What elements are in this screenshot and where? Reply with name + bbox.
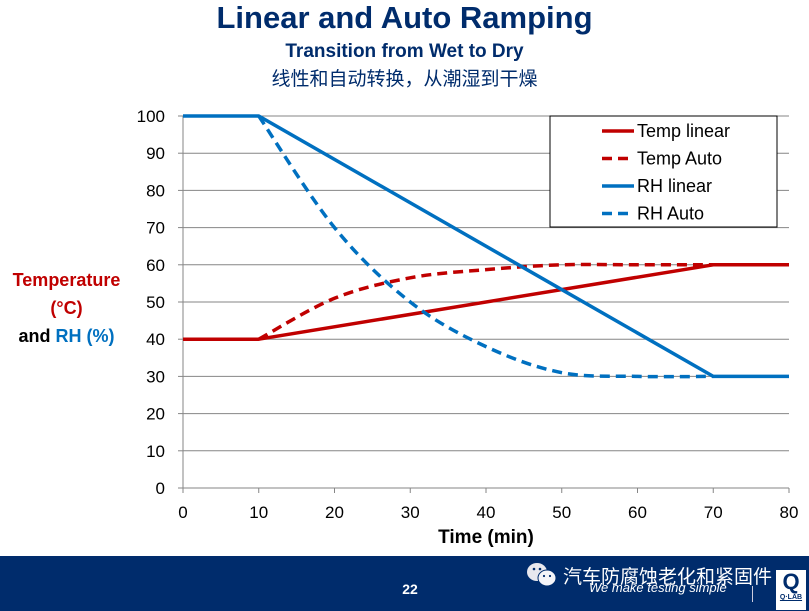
slide-title: Linear and Auto Ramping: [216, 0, 593, 35]
x-axis-label: Time (min): [438, 527, 534, 548]
y-tick-label: 50: [146, 293, 165, 312]
tagline: We make testing simple: [589, 580, 727, 595]
qlab-logo: Q Q·LAB: [776, 570, 806, 610]
wechat-icon: [527, 563, 557, 587]
y-axis-label-temperature: Temperature: [12, 270, 121, 290]
footer-divider: [752, 586, 753, 602]
y-tick-label: 100: [137, 107, 165, 126]
series-line-rh-auto: [257, 115, 714, 379]
x-tick-label: 20: [325, 503, 344, 522]
page-number: 22: [402, 581, 418, 597]
series-line-temp-linear: [183, 263, 789, 341]
footer-bar: 22 汽车防腐蚀老化和紧固件 We make testing simple Q …: [0, 556, 809, 611]
y-tick-label: 70: [146, 219, 165, 238]
watermark-text: 汽车防腐蚀老化和紧固件: [563, 566, 773, 588]
slide-subtitle: Transition from Wet to Dry: [285, 41, 524, 62]
x-tick-label: 60: [628, 503, 647, 522]
legend-label-rh-linear: RH linear: [637, 176, 712, 196]
series-line-temp-auto: [257, 262, 714, 341]
legend-label-rh-auto: RH Auto: [637, 204, 704, 224]
series-line-rh-linear: [183, 114, 789, 379]
y-axis-label-rh: RH (%): [55, 326, 115, 346]
y-axis-label-temperature-unit: (°C): [50, 298, 83, 318]
y-axis-label-and: and: [18, 326, 56, 346]
qlab-logo-text: Q·LAB: [779, 594, 803, 601]
y-tick-label: 80: [146, 181, 165, 200]
y-tick-label: 90: [146, 144, 165, 163]
x-tick-label: 70: [704, 503, 723, 522]
x-axis-ticks: 0 10 20 30 40 50 60 70 80: [178, 488, 798, 522]
x-tick-label: 0: [178, 503, 187, 522]
series-lines: [183, 114, 789, 379]
chart: 0 10 20 30 40 50 60 70 80 90 100 0 10 20 30 40 50 60 70 80…: [137, 107, 799, 548]
legend: Temp linear Temp Auto RH linear RH Auto: [549, 115, 778, 228]
y-axis-ticks: 0 10 20 30 40 50 60 70 80 90 100: [137, 107, 183, 498]
x-tick-label: 40: [477, 503, 496, 522]
y-tick-label: 60: [146, 256, 165, 275]
y-tick-label: 0: [156, 479, 165, 498]
y-tick-label: 30: [146, 367, 165, 386]
x-tick-label: 80: [780, 503, 799, 522]
y-tick-label: 10: [146, 442, 165, 461]
qlab-logo-letter: Q: [782, 569, 800, 594]
legend-label-temp-linear: Temp linear: [637, 121, 730, 141]
x-tick-label: 50: [552, 503, 571, 522]
legend-box: [549, 115, 778, 228]
x-tick-label: 30: [401, 503, 420, 522]
y-tick-label: 40: [146, 330, 165, 349]
y-tick-label: 20: [146, 405, 165, 424]
y-axis-label: Temperature (°C) and RH (%): [0, 266, 133, 350]
legend-label-temp-auto: Temp Auto: [637, 149, 722, 169]
slide-subtitle-chinese: 线性和自动转换，从潮湿到干燥: [271, 68, 538, 90]
x-tick-label: 10: [249, 503, 268, 522]
